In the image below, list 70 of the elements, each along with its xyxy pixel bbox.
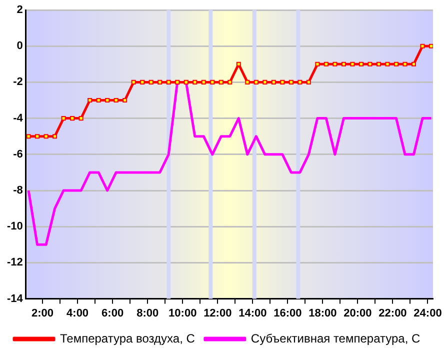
x-tick-label: 22:00	[378, 307, 407, 320]
x-tick-label: 24:00	[414, 307, 442, 320]
point	[131, 80, 136, 84]
point	[61, 116, 66, 121]
point	[298, 80, 302, 84]
x-tick-label: 6:00	[102, 307, 124, 320]
point	[122, 98, 128, 103]
point	[96, 98, 101, 103]
point	[368, 62, 372, 66]
point	[70, 116, 75, 121]
point	[376, 62, 381, 66]
point	[78, 116, 84, 121]
point	[52, 134, 58, 139]
y-tick-label: -10	[6, 220, 23, 233]
point	[341, 62, 346, 66]
point	[332, 62, 338, 66]
legend-label: Субъективная температура, С	[250, 331, 420, 346]
point	[411, 62, 416, 66]
point	[262, 80, 268, 84]
point	[254, 80, 258, 84]
point	[26, 134, 31, 139]
x-tick-label: 14:00	[238, 307, 267, 320]
point	[280, 80, 285, 84]
point	[428, 44, 433, 48]
x-tick-label: 4:00	[66, 307, 89, 320]
point	[88, 98, 92, 103]
y-tick-label: -14	[6, 292, 24, 305]
point	[201, 80, 206, 84]
point	[166, 80, 171, 84]
point	[350, 62, 355, 66]
point	[394, 62, 398, 66]
point	[35, 134, 40, 139]
point	[324, 62, 328, 66]
point	[184, 80, 188, 84]
point	[192, 80, 198, 84]
y-tick-label: 2	[16, 4, 23, 16]
x-tick-label: 18:00	[308, 307, 337, 320]
point	[358, 62, 364, 66]
point	[306, 80, 311, 84]
x-tick-label: 8:00	[136, 307, 159, 320]
point	[140, 80, 145, 84]
point	[44, 134, 48, 139]
point	[288, 80, 294, 84]
point	[210, 80, 215, 84]
point	[175, 80, 180, 84]
point	[114, 98, 118, 103]
x-tick-label: 12:00	[204, 307, 232, 320]
point	[402, 62, 408, 66]
point	[236, 62, 241, 66]
point	[385, 62, 390, 66]
x-tick-label: 10:00	[168, 307, 197, 320]
y-tick-label: -6	[13, 148, 23, 160]
point	[245, 80, 250, 84]
legend-label: Температура воздуха, С	[60, 331, 196, 346]
point	[271, 80, 276, 84]
point	[420, 44, 425, 48]
x-tick-label: 2:00	[32, 307, 54, 320]
point	[148, 80, 154, 84]
x-tick-label: 16:00	[274, 307, 302, 320]
y-tick-label: 0	[16, 40, 23, 52]
point	[315, 62, 320, 66]
point	[158, 80, 162, 84]
x-tick-label: 20:00	[344, 307, 372, 320]
y-tick-label: -12	[6, 256, 23, 269]
point	[218, 80, 224, 84]
point	[105, 98, 110, 103]
y-tick-label: -4	[13, 112, 24, 124]
y-tick-label: -2	[13, 76, 23, 88]
y-tick-label: -8	[13, 184, 23, 197]
point	[228, 80, 232, 84]
